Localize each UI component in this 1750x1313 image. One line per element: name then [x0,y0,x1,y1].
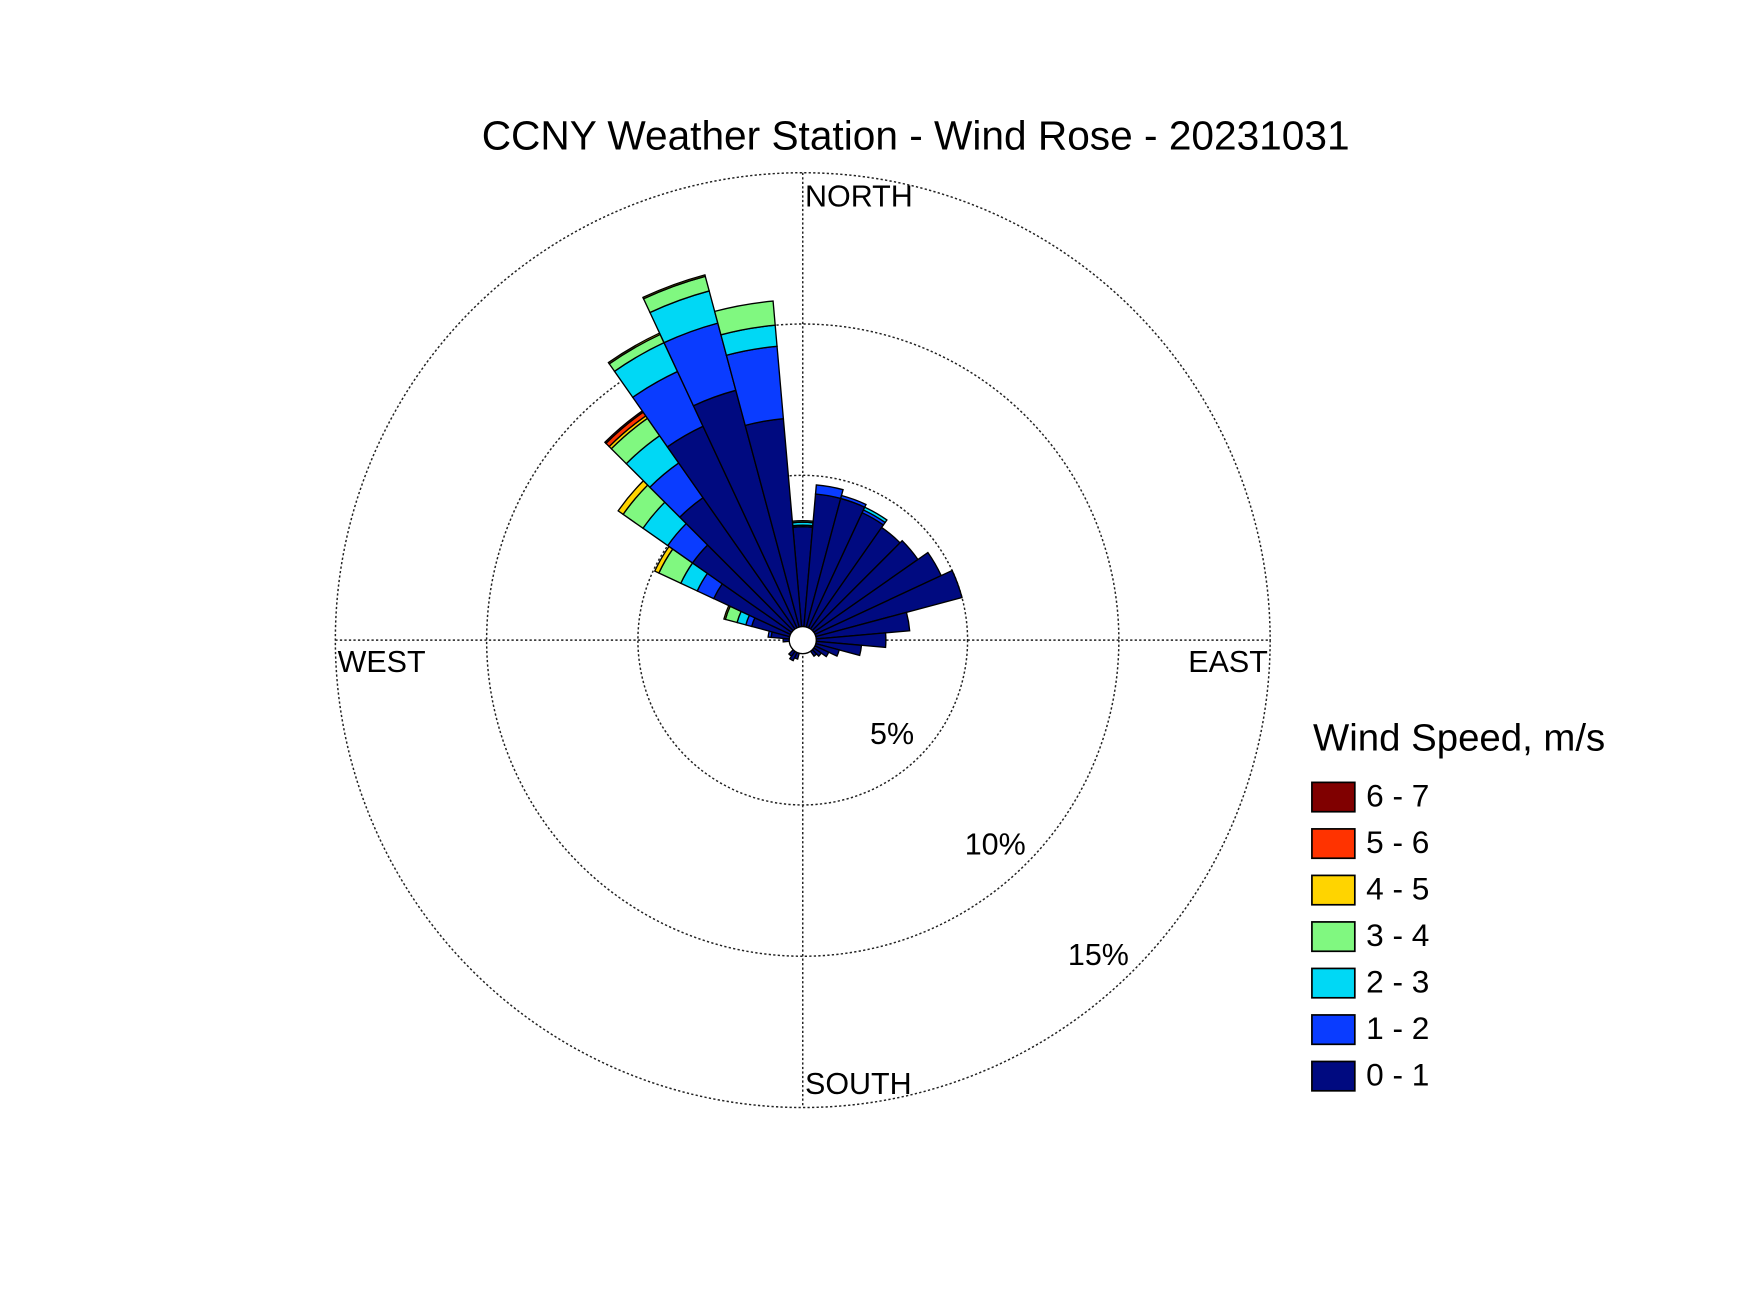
legend-swatch [1311,1060,1356,1092]
wedge-segment [862,506,888,524]
compass-label: SOUTH [805,1067,912,1101]
compass-label: WEST [338,645,426,679]
legend-swatch [1311,1014,1356,1046]
ring-label: 5% [870,717,914,751]
legend-label: 3 - 4 [1366,917,1429,953]
legend-title: Wind Speed, m/s [1313,717,1605,760]
legend-label: 5 - 6 [1366,824,1429,860]
legend-label: 0 - 1 [1366,1057,1429,1093]
legend-swatch [1311,781,1356,813]
grid-ring [637,474,969,806]
legend-label: 4 - 5 [1366,871,1429,907]
legend-label: 2 - 3 [1366,964,1429,1000]
legend-swatch [1311,828,1356,860]
compass-label: EAST [1188,645,1268,679]
ring-label: 15% [1068,938,1129,972]
legend-swatch [1311,921,1356,953]
center-hole [788,625,817,655]
wedge-segment [839,494,867,509]
grid-ring [485,323,1120,957]
grid-ring [334,171,1271,1109]
wedge-segment [814,484,844,500]
compass-label: NORTH [805,180,913,214]
legend-label: 1 - 2 [1366,1010,1429,1046]
wedge-segment [642,274,707,300]
legend-swatch [1311,874,1356,906]
legend-swatch [1311,967,1356,999]
chart-title: CCNY Weather Station - Wind Rose - 20231… [482,113,1350,159]
wedge-segment [713,300,776,336]
legend-label: 6 - 7 [1366,778,1429,814]
ring-label: 10% [965,828,1026,862]
wedge-segment [791,520,814,524]
